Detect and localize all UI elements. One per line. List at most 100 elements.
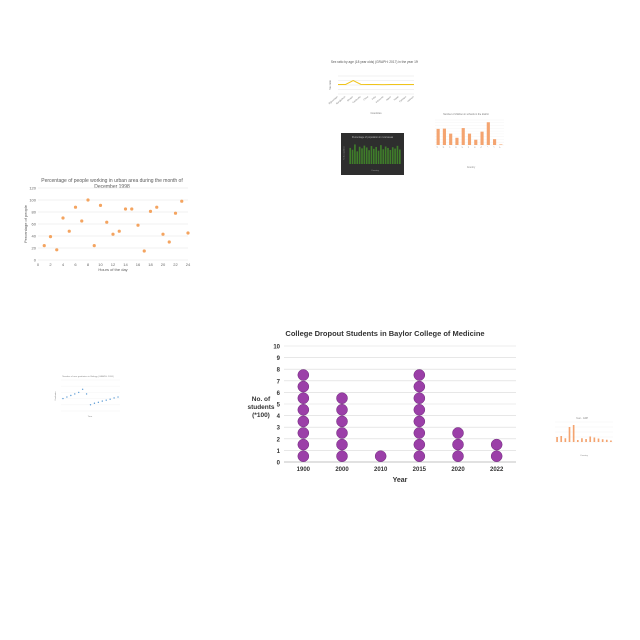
y-tick-label: 3 xyxy=(277,426,281,432)
bar xyxy=(398,149,401,164)
data-point xyxy=(111,232,115,236)
chart-title: Year - GDP xyxy=(576,417,589,420)
y-axis-label: Graduates xyxy=(54,391,57,400)
x-tick-label: G xyxy=(474,146,477,149)
bar xyxy=(474,139,478,145)
bar xyxy=(605,439,608,442)
data-dot xyxy=(336,450,348,462)
data-point xyxy=(92,244,96,248)
y-axis-label: Percentage of people xyxy=(23,204,28,243)
data-point xyxy=(61,216,65,220)
x-tick-label: 2015 xyxy=(413,467,427,473)
y-tick-label: 8 xyxy=(277,368,281,374)
bar xyxy=(610,440,612,442)
x-tick-label: H xyxy=(480,146,483,149)
y-tick-label: 5 xyxy=(277,403,281,409)
x-tick-label: 4 xyxy=(62,262,65,267)
y-tick-label: 1 xyxy=(277,449,281,455)
chart-graduates-svg: Number of new graduates in Biology (GRAP… xyxy=(54,375,120,418)
data-point xyxy=(42,244,46,248)
bar xyxy=(601,439,604,442)
bar xyxy=(581,438,583,442)
bar xyxy=(349,147,352,164)
data-point xyxy=(55,248,59,252)
data-dot xyxy=(413,392,426,404)
x-tick-label: B xyxy=(443,146,446,149)
y-tick-label: 20 xyxy=(32,246,37,251)
x-tick-label: 20 xyxy=(161,262,166,267)
x-tick-label: India xyxy=(372,96,378,101)
data-point xyxy=(81,388,84,390)
data-point xyxy=(105,399,107,401)
data-dot xyxy=(297,427,310,439)
chart-title: College Dropout Students in Baylor Colle… xyxy=(285,329,484,338)
data-dot xyxy=(297,392,310,404)
bar xyxy=(391,147,394,164)
bar xyxy=(455,137,459,145)
bar xyxy=(564,438,567,442)
bar xyxy=(556,437,558,442)
chart-title: Percentage of population in rural areas xyxy=(352,136,394,139)
data-dot xyxy=(413,369,426,381)
y-axis-label: % of population xyxy=(343,146,346,160)
bar xyxy=(568,427,571,442)
y-tick-label: 4 xyxy=(277,414,281,420)
bar xyxy=(467,133,472,145)
data-point xyxy=(136,223,140,227)
data-point xyxy=(70,394,72,397)
data-point xyxy=(109,398,111,400)
data-point xyxy=(186,231,190,235)
series-line xyxy=(337,79,414,86)
bar xyxy=(368,150,370,164)
x-tick-label: F xyxy=(468,146,471,149)
data-dot xyxy=(297,450,310,462)
data-point xyxy=(85,393,88,395)
x-tick-label: 2020 xyxy=(451,467,465,473)
chart-title: Sex ratio by age (18 year olds) (GRAPH: … xyxy=(331,60,418,64)
x-tick-label: 6 xyxy=(74,262,77,267)
bar xyxy=(396,145,399,164)
x-tick-label: 2010 xyxy=(374,467,388,473)
bar xyxy=(593,437,596,442)
x-tick-label: 10 xyxy=(98,262,103,267)
bar xyxy=(354,144,356,164)
chart-year-gdp: Year - GDP Country xyxy=(547,414,617,458)
x-tick-label: 24 xyxy=(186,262,191,267)
data-dot xyxy=(452,450,464,462)
chart-title-line-1: Percentage of people working in urban ar… xyxy=(41,178,183,184)
y-tick-label: 6 xyxy=(277,391,281,397)
x-tick-label: Nepal xyxy=(394,96,400,102)
x-tick-label: Afghanistan xyxy=(328,95,339,105)
data-point xyxy=(67,229,71,233)
x-tick-label: 22 xyxy=(173,262,178,267)
chart-children-schools: Number of children in schools in the dis… xyxy=(426,110,506,172)
data-dot xyxy=(297,404,310,416)
x-tick-label: Pakistan xyxy=(399,95,408,103)
data-point xyxy=(66,396,68,398)
bar xyxy=(436,128,440,145)
bar xyxy=(361,148,363,164)
x-tick-label: Bhutan xyxy=(347,95,355,102)
data-dot xyxy=(490,438,503,451)
data-point xyxy=(97,401,100,404)
data-point xyxy=(148,209,153,213)
chart-title: Number of children in schools in the dis… xyxy=(443,113,489,116)
x-tick-label: 2022 xyxy=(490,467,504,473)
data-dot xyxy=(297,380,310,393)
data-point xyxy=(98,203,103,207)
x-tick-label: 1900 xyxy=(297,467,311,473)
data-dot xyxy=(413,427,426,439)
chart-title-line-2: December 1998 xyxy=(94,184,130,190)
chart-graduates: Number of new graduates in Biology (GRAP… xyxy=(52,372,124,418)
y-axis-label-line: students xyxy=(247,404,274,411)
chart-rural-population: Percentage of population in rural areas C… xyxy=(341,133,404,175)
data-point xyxy=(105,220,109,224)
data-dot xyxy=(413,438,426,451)
x-axis-label: Country xyxy=(467,166,476,169)
x-tick-label: 2000 xyxy=(335,467,349,473)
bar xyxy=(589,436,592,442)
data-point xyxy=(80,219,84,223)
bar xyxy=(372,148,375,164)
bar xyxy=(356,151,359,164)
x-tick-label: Bangladesh xyxy=(336,96,347,105)
